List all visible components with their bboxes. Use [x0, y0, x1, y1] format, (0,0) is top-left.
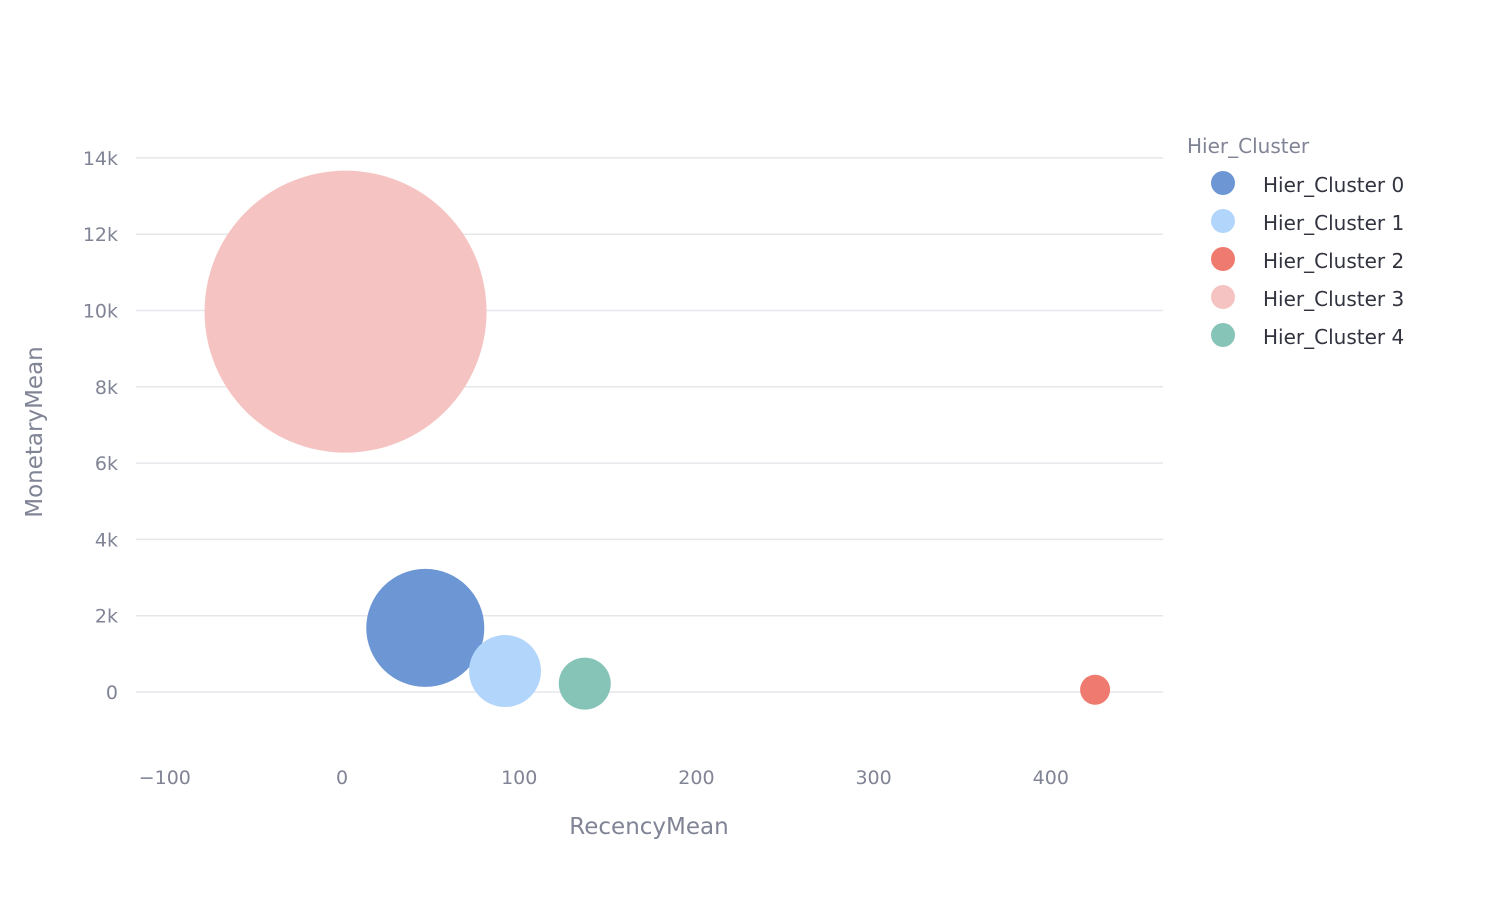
legend[interactable]: Hier_Cluster Hier_Cluster 0 Hier_Cluster … [1187, 134, 1404, 349]
legend-label: Hier_Cluster 3 [1263, 287, 1404, 311]
legend-marker [1211, 209, 1235, 233]
x-tick-label: 100 [501, 767, 537, 789]
legend-label: Hier_Cluster 1 [1263, 211, 1404, 235]
y-tick-label: 2k [95, 606, 118, 628]
legend-marker [1211, 285, 1235, 309]
y-tick-label: 10k [83, 301, 118, 323]
legend-title: Hier_Cluster [1187, 134, 1310, 158]
bubble-cluster-3[interactable] [204, 170, 487, 453]
y-tick-label: 0 [106, 682, 118, 704]
bubbles [204, 170, 1111, 710]
legend-marker [1211, 247, 1235, 271]
x-tick-label: 200 [678, 767, 714, 789]
x-tick-label: −100 [139, 767, 191, 789]
bubble-cluster-2[interactable] [1080, 674, 1111, 705]
bubble-cluster-0[interactable] [366, 568, 485, 687]
y-tick-label: 6k [95, 453, 118, 475]
y-axis-ticks: 0 2k 4k 6k 8k 10k 12k 14k [83, 148, 118, 704]
legend-label: Hier_Cluster 0 [1263, 173, 1404, 197]
legend-item-cluster-1[interactable]: Hier_Cluster 1 [1211, 209, 1404, 235]
legend-item-cluster-0[interactable]: Hier_Cluster 0 [1211, 171, 1404, 197]
y-tick-label: 12k [83, 224, 118, 246]
legend-item-cluster-4[interactable]: Hier_Cluster 4 [1211, 323, 1404, 349]
x-axis-title: RecencyMean [569, 814, 728, 840]
y-tick-label: 8k [95, 377, 118, 399]
legend-label: Hier_Cluster 4 [1263, 325, 1404, 349]
x-tick-label: 300 [855, 767, 891, 789]
legend-marker [1211, 171, 1235, 195]
legend-marker [1211, 323, 1235, 347]
legend-item-cluster-3[interactable]: Hier_Cluster 3 [1211, 285, 1404, 311]
y-tick-label: 4k [95, 529, 118, 551]
y-tick-label: 14k [83, 148, 118, 170]
x-tick-label: 400 [1033, 767, 1069, 789]
bubble-cluster-1[interactable] [469, 635, 542, 708]
x-tick-label: 0 [336, 767, 348, 789]
legend-item-cluster-2[interactable]: Hier_Cluster 2 [1211, 247, 1404, 273]
y-axis-title: MonetaryMean [22, 346, 48, 518]
legend-label: Hier_Cluster 2 [1263, 249, 1404, 273]
bubble-cluster-4[interactable] [558, 657, 611, 710]
x-axis-ticks: −100 0 100 200 300 400 [139, 767, 1069, 789]
